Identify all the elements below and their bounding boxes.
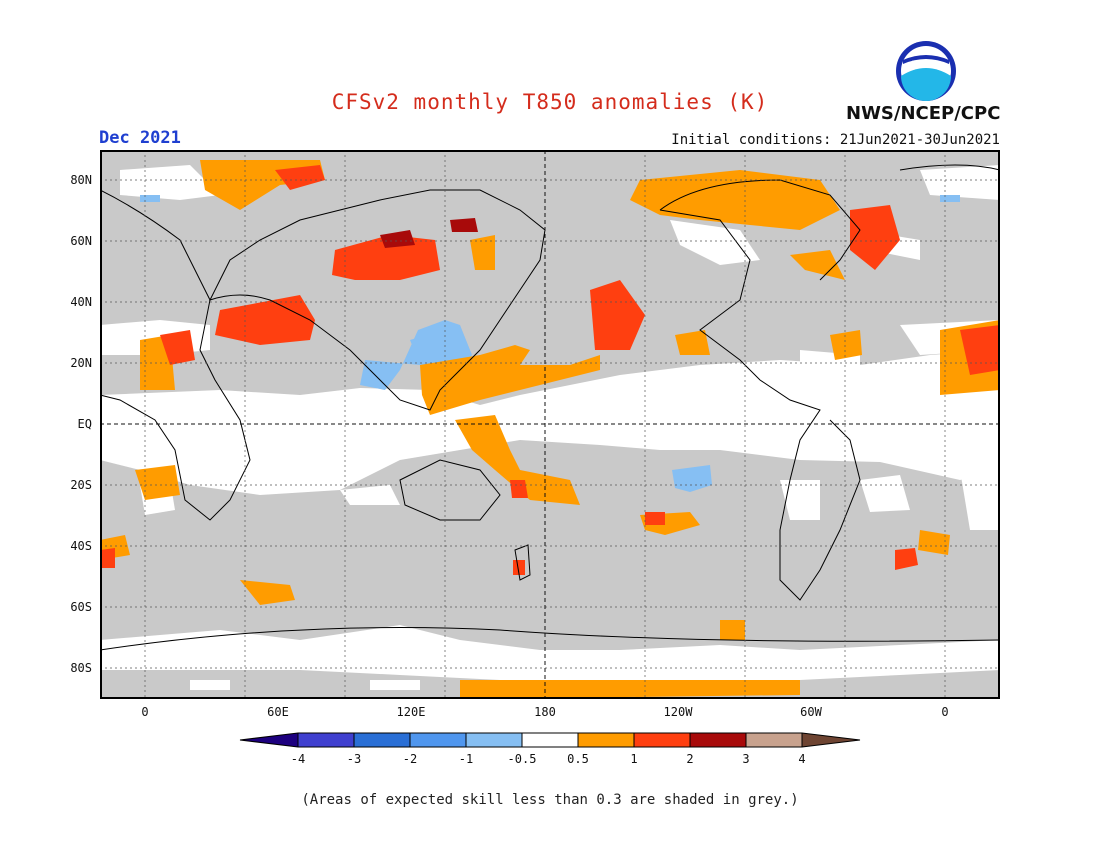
- scale-swatch: [466, 733, 522, 747]
- lon-label: 0: [141, 705, 149, 719]
- lat-label: 40S: [70, 539, 92, 553]
- scale-swatch: [690, 733, 746, 747]
- scale-swatch: [802, 733, 860, 747]
- map-title: CFSv2 monthly T850 anomalies (K): [331, 90, 769, 114]
- scale-swatch: [354, 733, 410, 747]
- forecast-period: Dec 2021: [99, 128, 181, 148]
- noaa-logo-text: NOAA: [912, 60, 941, 70]
- noaa-logo: NOAA: [896, 41, 956, 101]
- positive-regions-mid: [100, 165, 1000, 575]
- anomaly-map: [100, 150, 1000, 699]
- map-frame: [100, 150, 1000, 699]
- scale-tick-label: -0.5: [507, 752, 537, 766]
- scale-tick-label: -1: [458, 752, 474, 766]
- lat-label: EQ: [77, 417, 92, 431]
- scale-tick-label: -3: [346, 752, 362, 766]
- color-scale-bar: [239, 732, 861, 748]
- scale-swatch: [578, 733, 634, 747]
- lon-label: 0: [941, 705, 949, 719]
- lon-label: 120W: [663, 705, 693, 719]
- scale-tick-label: 1: [630, 752, 638, 766]
- scale-tick-label: -4: [290, 752, 306, 766]
- coastlines: [100, 164, 1000, 651]
- scale-swatch: [298, 733, 354, 747]
- lon-label: 60E: [267, 705, 289, 719]
- lon-label: 180: [534, 705, 556, 719]
- graticule: [100, 150, 1000, 699]
- scale-swatch: [410, 733, 466, 747]
- scale-tick-label: -2: [402, 752, 418, 766]
- lat-label: 20N: [70, 356, 92, 370]
- lat-label: 80S: [70, 661, 92, 675]
- scale-tick-label: 4: [798, 752, 806, 766]
- initial-conditions: Initial conditions: 21Jun2021-30Jun2021: [671, 132, 1000, 148]
- lat-label: 60S: [70, 600, 92, 614]
- skill-footnote: (Areas of expected skill less than 0.3 a…: [301, 792, 799, 808]
- scale-swatch: [634, 733, 690, 747]
- lon-label: 120E: [396, 705, 426, 719]
- positive-regions-high: [380, 218, 478, 248]
- lat-label: 60N: [70, 234, 92, 248]
- scale-swatch: [240, 733, 298, 747]
- lat-label: 40N: [70, 295, 92, 309]
- scale-tick-label: 2: [686, 752, 694, 766]
- scale-swatch: [746, 733, 802, 747]
- lat-label: 20S: [70, 478, 92, 492]
- agency-label: NWS/NCEP/CPC: [846, 103, 1001, 124]
- scale-tick-label: 3: [742, 752, 750, 766]
- lat-label: 80N: [70, 173, 92, 187]
- lon-label: 60W: [800, 705, 822, 719]
- scale-swatch: [522, 733, 578, 747]
- reference-lines: [100, 150, 1000, 699]
- scale-tick-label: 0.5: [567, 752, 589, 766]
